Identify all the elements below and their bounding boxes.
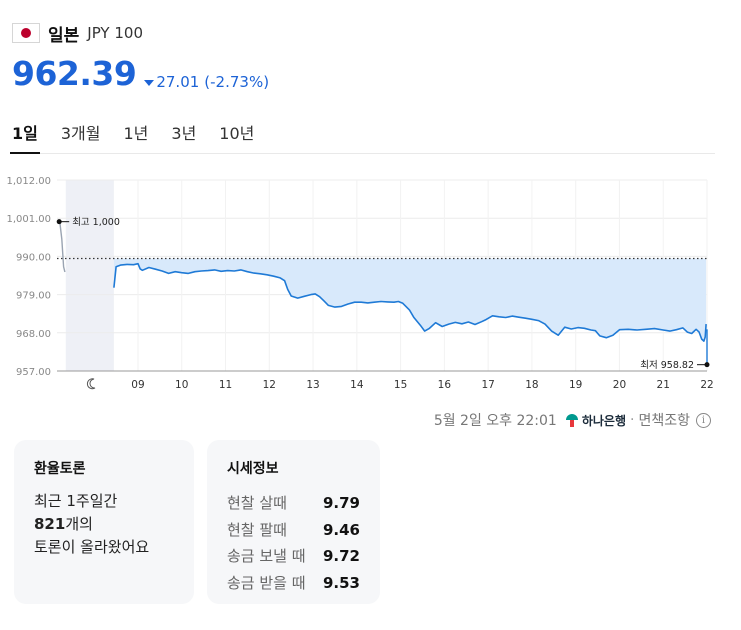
x-tick-label: 21	[657, 379, 670, 391]
separator: ·	[630, 412, 635, 428]
x-tick-label: 12	[263, 379, 276, 391]
tab-10-years[interactable]: 10년	[219, 124, 255, 143]
x-tick-label: 20	[613, 379, 626, 391]
bank-name: 하나은행	[581, 413, 627, 428]
discussion-count-line: 821개의	[34, 513, 174, 536]
rate-row: 송금 보낼 때 9.72	[227, 543, 360, 570]
rate-row: 현찰 팔때 9.46	[227, 517, 360, 544]
x-tick-label: 13	[306, 379, 319, 391]
tab-1-day[interactable]: 1일	[10, 117, 40, 154]
japan-flag-icon	[12, 23, 40, 43]
bank-logo: 하나은행	[565, 412, 626, 429]
x-tick-label: 11	[219, 379, 232, 391]
high-label: 최고 1,000	[72, 217, 120, 228]
rate-value: 9.53	[322, 573, 360, 592]
x-tick-label: 14	[350, 379, 364, 391]
x-tick-label: 18	[525, 379, 538, 391]
y-tick-label: 990.00	[16, 252, 51, 263]
change-value: 27.01	[156, 73, 200, 91]
rate-label: 현찰 팔때	[227, 520, 287, 539]
rate-label: 송금 받을 때	[227, 573, 306, 592]
rate-value: 9.46	[322, 520, 360, 539]
market-closed-band	[65, 180, 114, 371]
quote-row: 962.39 27.01 (-2.73%)	[12, 54, 269, 93]
discussion-title: 환율토론	[34, 461, 86, 477]
discussion-card[interactable]: 환율토론 최근 1주일간 821개의 토론이 올라왔어요	[14, 440, 194, 604]
low-marker	[704, 362, 710, 368]
hana-bank-icon	[565, 413, 579, 427]
rate-row: 송금 받을 때 9.53	[227, 570, 360, 597]
source-info: 5월 2일 오후 22:01 하나은행 · 면책조항 i	[434, 410, 711, 430]
down-arrow-icon	[144, 80, 155, 86]
y-tick-label: 968.00	[16, 329, 51, 340]
y-tick-label: 1,012.00	[6, 176, 51, 187]
rate-label: 송금 보낼 때	[227, 547, 306, 565]
y-tick-label: 1,001.00	[6, 214, 51, 225]
y-tick-label: 979.00	[16, 291, 51, 302]
discussion-count: 821	[34, 515, 66, 533]
disclaimer-link[interactable]: 면책조항	[638, 413, 690, 429]
x-tick-label: 22	[700, 379, 713, 391]
x-tick-label: 19	[569, 379, 582, 391]
country-name: 일본	[48, 25, 80, 46]
series-area	[113, 258, 707, 342]
market-info-title: 시세정보	[227, 461, 279, 477]
market-info-card: 시세정보 현찰 살때 9.79 현찰 팔때 9.46 송금 보낼 때 9.72 …	[207, 440, 380, 604]
x-tick-label: 10	[175, 379, 188, 391]
discussion-count-suffix: 개의	[65, 515, 93, 533]
moon-icon	[86, 378, 96, 390]
x-tick-label: 17	[481, 379, 494, 391]
pre-market-line	[58, 221, 66, 273]
change-percent: (-2.73%)	[204, 73, 270, 91]
exchange-rate-chart[interactable]: 1,012.00 1,001.00 990.00 979.00 968.00 957.00…	[0, 170, 741, 400]
currency-code: JPY 100	[87, 24, 143, 42]
x-tick-label: 15	[394, 379, 407, 391]
rate-label: 현찰 살때	[227, 494, 287, 512]
currency-header: 일본 JPY 100	[12, 20, 143, 46]
period-tabs: 1일 3개월 1년 3년 10년	[10, 117, 715, 154]
low-label: 최저 958.82	[640, 360, 694, 371]
series-line	[113, 262, 707, 342]
price-change: 27.01 (-2.73%)	[144, 73, 269, 91]
update-datetime: 5월 2일 오후 22:01	[433, 413, 557, 429]
rate-value: 9.72	[322, 547, 360, 565]
discussion-period: 최근 1주일간	[34, 492, 118, 510]
discussion-message: 토론이 올라왔어요	[34, 538, 150, 556]
x-tick-label: 09	[131, 379, 144, 391]
rate-value: 9.79	[322, 494, 360, 512]
info-icon[interactable]: i	[696, 412, 711, 428]
x-tick-label: 16	[438, 379, 452, 391]
current-price: 962.39	[12, 54, 137, 93]
rate-row: 현찰 살때 9.79	[227, 490, 360, 517]
tab-3-months[interactable]: 3개월	[60, 124, 101, 143]
tab-1-year[interactable]: 1년	[123, 124, 149, 143]
y-tick-label: 957.00	[16, 367, 51, 378]
tab-3-years[interactable]: 3년	[171, 124, 197, 143]
